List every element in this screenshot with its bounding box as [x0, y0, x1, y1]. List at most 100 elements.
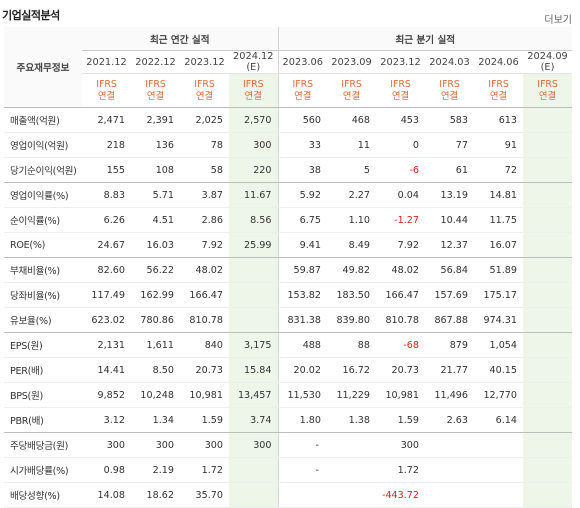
- row-label: PER(배): [4, 357, 82, 383]
- period-label: 2021.12: [86, 56, 127, 68]
- table-cell: 2.63: [425, 407, 475, 433]
- table-cell: 2,391: [131, 107, 180, 133]
- table-cell: 2,570: [229, 107, 279, 133]
- table-cell: 0.98: [82, 457, 131, 483]
- section-title: 기업실적분석: [2, 9, 60, 22]
- table-cell: 61: [425, 157, 475, 183]
- period-header: 2021.12: [82, 50, 131, 74]
- financial-table: 주요재무정보 최근 연간 실적 최근 분기 실적 2021.12 2022.12 2…: [4, 27, 573, 508]
- table-cell: 10,248: [131, 382, 180, 408]
- table-cell: [474, 482, 524, 508]
- table-cell: 157.69: [425, 282, 475, 308]
- table-cell: 38: [277, 157, 328, 183]
- table-cell: 974.31: [474, 307, 524, 333]
- table-cell: 3.12: [82, 407, 131, 433]
- row-label: ROE(%): [4, 232, 82, 258]
- more-link[interactable]: 더보기: [544, 15, 572, 26]
- table-cell: 12,770: [474, 382, 524, 408]
- table-cell: [523, 257, 573, 283]
- table-cell: 1.72: [180, 457, 229, 483]
- row-label: 영업이익(억원): [4, 132, 82, 158]
- consolidated-label: 연결: [294, 90, 312, 102]
- table-cell: 3.74: [229, 407, 279, 433]
- table-cell: 867.88: [425, 307, 475, 333]
- table-cell: [523, 307, 573, 333]
- estimate-marker: (E): [246, 62, 261, 73]
- table-cell: 1.34: [131, 407, 180, 433]
- ifrs-label: IFRS: [194, 78, 215, 90]
- ifrs-badge: IFRS 연결: [425, 73, 475, 108]
- table-cell: 72: [474, 157, 524, 183]
- table-row: 시가배당률(%) 0.98 2.19 1.72-1.72: [4, 457, 573, 483]
- ifrs-badge: IFRS 연결: [277, 73, 328, 108]
- table-cell: 166.47: [180, 282, 229, 308]
- table-cell: 48.02: [376, 257, 426, 283]
- table-cell: 780.86: [131, 307, 180, 333]
- consolidated-label: 연결: [244, 90, 262, 102]
- table-cell: [523, 232, 573, 258]
- table-cell: 1.10: [327, 207, 377, 233]
- table-cell: [474, 432, 524, 458]
- table-cell: 1.59: [180, 407, 229, 433]
- table-row: ROE(%) 24.67 16.03 7.92 25.99 9.41 8.49 7.92 12.…: [4, 232, 573, 258]
- row-label: 순이익률(%): [4, 207, 82, 233]
- table-row: 배당성향(%) 14.08 18.62 35.70 -443.72: [4, 482, 573, 508]
- table-cell: 10,981: [180, 382, 229, 408]
- table-cell: 5: [327, 157, 377, 183]
- ifrs-badge: IFRS 연결: [376, 73, 426, 108]
- table-cell: 56.84: [425, 257, 475, 283]
- table-cell: 840: [180, 332, 229, 358]
- table-cell: [474, 457, 524, 483]
- table-cell: 2,471: [82, 107, 131, 133]
- table-cell: 488: [277, 332, 328, 358]
- row-label: 유보율(%): [4, 307, 82, 333]
- table-cell: 7.92: [376, 232, 426, 258]
- table-cell: 10.44: [425, 207, 475, 233]
- table-cell: 56.22: [131, 257, 180, 283]
- table-cell: [523, 382, 573, 408]
- table-cell: 839.80: [327, 307, 377, 333]
- table-cell: 183.50: [327, 282, 377, 308]
- table-row: 영업이익(억원) 218 136 78 300 33 11 0 77 91: [4, 132, 573, 158]
- table-cell: 1.72: [376, 457, 426, 483]
- table-row: 주당배당금(원) 300 300 300 300-300: [4, 432, 573, 458]
- consolidated-label: 연결: [489, 90, 508, 102]
- table-cell: 300: [229, 432, 279, 458]
- consolidated-label: 연결: [440, 90, 459, 102]
- period-label: 2024.12: [233, 51, 274, 62]
- row-label: 배당성향(%): [4, 482, 82, 508]
- table-cell: [229, 482, 279, 508]
- table-cell: 11.75: [474, 207, 524, 233]
- table-cell: -: [277, 432, 328, 458]
- table-cell: [523, 482, 573, 508]
- consolidated-label: 연결: [538, 90, 557, 102]
- table-cell: 13.19: [425, 182, 475, 208]
- table-cell: 14.81: [474, 182, 524, 208]
- table-cell: 20.73: [376, 357, 426, 383]
- ifrs-label: IFRS: [96, 78, 117, 90]
- table-cell: [523, 332, 573, 358]
- table-row: BPS(원) 9,852 10,248 10,981 13,457 11,530 11,22…: [4, 382, 573, 408]
- table-cell: 2,131: [82, 332, 131, 358]
- table-row: EPS(원) 2,131 1,611 840 3,175 488 88 -68 879 1,054: [4, 332, 573, 358]
- table-cell: 0: [376, 132, 426, 158]
- table-cell: 810.78: [180, 307, 229, 333]
- row-label: 당기순이익(억원): [4, 157, 82, 183]
- table-cell: 78: [180, 132, 229, 158]
- row-label: 영업이익률(%): [4, 182, 82, 208]
- period-label: 2023.06: [282, 56, 324, 68]
- table-cell: 300: [180, 432, 229, 458]
- table-row: 당좌비율(%) 117.49 162.99 166.47 153.82 183.50 166…: [4, 282, 573, 308]
- ifrs-label: IFRS: [537, 78, 558, 90]
- table-cell: 20.73: [180, 357, 229, 383]
- table-cell: 220: [229, 157, 279, 183]
- table-cell: 11,530: [277, 382, 328, 408]
- table-cell: 218: [82, 132, 131, 158]
- table-cell: [425, 457, 475, 483]
- table-cell: [523, 107, 573, 133]
- table-cell: 33: [277, 132, 328, 158]
- table-cell: 11: [327, 132, 377, 158]
- table-cell: [277, 482, 328, 508]
- table-cell: 453: [376, 107, 426, 133]
- table-cell: 300: [82, 432, 131, 458]
